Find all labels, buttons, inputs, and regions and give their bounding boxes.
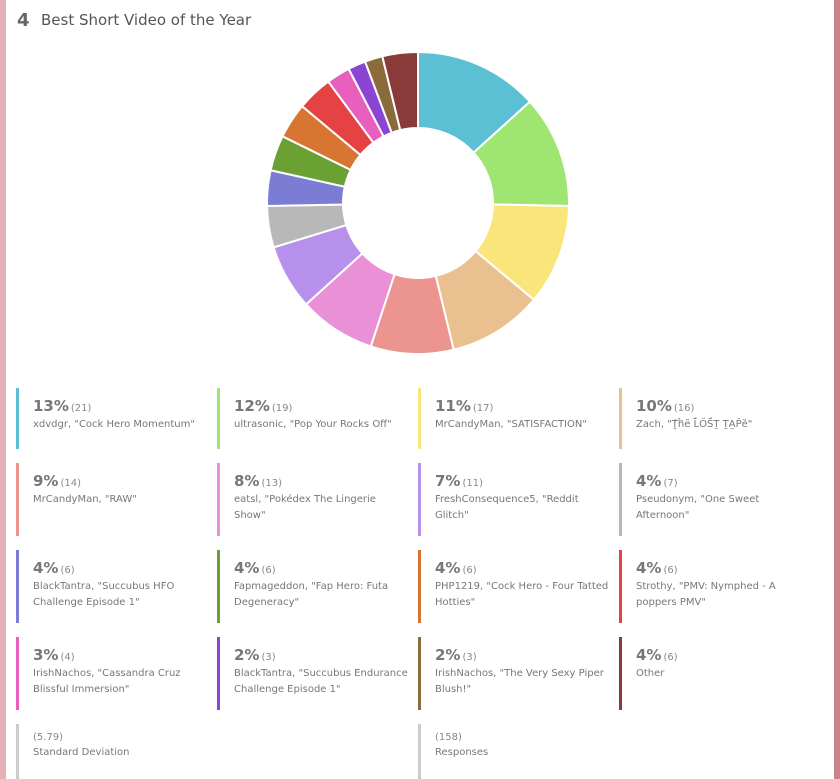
question-title: Best Short Video of the Year bbox=[41, 11, 252, 29]
count: (7) bbox=[663, 478, 678, 489]
percent: 4% bbox=[234, 559, 260, 577]
count: (3) bbox=[462, 652, 477, 663]
legend-values: 2% (3) bbox=[234, 645, 408, 664]
count: (6) bbox=[462, 565, 477, 576]
legend-label: xdvdgr, "Cock Hero Momentum" bbox=[33, 419, 195, 430]
count: (6) bbox=[663, 652, 678, 663]
stat-label: Standard Deviation bbox=[33, 747, 130, 758]
legend-values: 2% (3) bbox=[435, 645, 609, 664]
legend-item: 3% (4) IrishNachos, "Cassandra Cruz Blissf… bbox=[16, 637, 217, 710]
stat-item: (158) Responses bbox=[418, 724, 619, 779]
count: (14) bbox=[60, 478, 81, 489]
percent: 3% bbox=[33, 646, 59, 664]
legend-item: 10% (16) Zach, "Ṱ̂ĥ̂ȇ L̈́ŐS̈́Ṯ T̰A̰P̂ȅ" bbox=[619, 388, 820, 449]
percent: 13% bbox=[33, 397, 69, 415]
legend-values: 8% (13) bbox=[234, 471, 408, 490]
legend-label: Strothy, "PMV: Nymphed - A poppers PMV" bbox=[636, 581, 776, 608]
percent: 4% bbox=[435, 559, 461, 577]
count: (13) bbox=[261, 478, 282, 489]
legend-item: 12% (19) ultrasonic, "Pop Your Rocks Off" bbox=[217, 388, 418, 449]
count: (21) bbox=[70, 403, 92, 414]
percent: 4% bbox=[636, 472, 662, 490]
legend-item: 2% (3) BlackTantra, "Succubus Endurance Ch… bbox=[217, 637, 418, 710]
percent: 8% bbox=[234, 472, 260, 490]
legend-values: 4% (6) bbox=[33, 558, 207, 577]
percent: 4% bbox=[33, 559, 59, 577]
legend-item: 2% (3) IrishNachos, "The Very Sexy Piper B… bbox=[418, 637, 619, 710]
legend-label: BlackTantra, "Succubus Endurance Challen… bbox=[234, 668, 408, 695]
count: (11) bbox=[462, 478, 483, 489]
legend-item: 4% (7) Pseudonym, "One Sweet Afternoon" bbox=[619, 463, 820, 536]
legend-label: Fapmageddon, "Fap Hero: Futa Degeneracy" bbox=[234, 581, 389, 608]
legend-values: 4% (6) bbox=[435, 558, 609, 577]
question-number: 4 bbox=[17, 10, 30, 31]
legend-label: IrishNachos, "The Very Sexy Piper Blush!… bbox=[435, 668, 604, 695]
legend-label: MrCandyMan, "RAW" bbox=[33, 494, 137, 505]
legend-values: 4% (7) bbox=[636, 471, 810, 490]
stat-item: (5.79) Standard Deviation bbox=[16, 724, 217, 779]
legend-label: FreshConsequence5, "Reddit Glitch" bbox=[435, 494, 579, 521]
legend-values: 9% (14) bbox=[33, 471, 207, 490]
legend-label: IrishNachos, "Cassandra Cruz Blissful Im… bbox=[33, 668, 181, 695]
legend-item: 4% (6) BlackTantra, "Succubus HFO Challeng… bbox=[16, 550, 217, 623]
percent: 4% bbox=[636, 559, 662, 577]
legend-label: Pseudonym, "One Sweet Afternoon" bbox=[636, 494, 760, 521]
legend-item: 11% (17) MrCandyMan, "SATISFACTION" bbox=[418, 388, 619, 449]
legend-item: 4% (6) Strothy, "PMV: Nymphed - A poppers … bbox=[619, 550, 820, 623]
donut-slice bbox=[381, 50, 419, 132]
legend-values: 4% (6) bbox=[636, 558, 810, 577]
legend-values: 4% (6) bbox=[636, 645, 810, 664]
legend-item: 9% (14) MrCandyMan, "RAW" bbox=[16, 463, 217, 536]
legend-values: 7% (11) bbox=[435, 471, 609, 490]
legend-values: 10% (16) bbox=[636, 396, 810, 415]
legend-label: MrCandyMan, "SATISFACTION" bbox=[435, 419, 587, 430]
percent: 7% bbox=[435, 472, 461, 490]
percent: 2% bbox=[435, 646, 461, 664]
count: (4) bbox=[60, 652, 75, 663]
stat-value: (158) bbox=[435, 732, 462, 743]
legend-values: 4% (6) bbox=[234, 558, 408, 577]
count: (3) bbox=[261, 652, 276, 663]
legend: 13% (21) xdvdgr, "Cock Hero Momentum" 12% (1… bbox=[16, 388, 824, 779]
donut-chart bbox=[266, 50, 570, 355]
legend-values: 12% (19) bbox=[234, 396, 408, 415]
legend-item: 4% (6) Other bbox=[619, 637, 820, 710]
legend-item: 4% (6) PHP1219, "Cock Hero - Four Tatted H… bbox=[418, 550, 619, 623]
count: (6) bbox=[663, 565, 678, 576]
legend-values: 13% (21) bbox=[33, 396, 207, 415]
legend-label: PHP1219, "Cock Hero - Four Tatted Hottie… bbox=[435, 581, 609, 608]
percent: 10% bbox=[636, 397, 672, 415]
legend-item: 13% (21) xdvdgr, "Cock Hero Momentum" bbox=[16, 388, 217, 449]
count: (16) bbox=[673, 403, 695, 414]
percent: 11% bbox=[435, 397, 471, 415]
percent: 12% bbox=[234, 397, 270, 415]
legend-label: BlackTantra, "Succubus HFO Challenge Epi… bbox=[33, 581, 175, 608]
count: (19) bbox=[271, 403, 293, 414]
count: (6) bbox=[261, 565, 276, 576]
stat-value: (5.79) bbox=[33, 732, 64, 743]
legend-label: eatsl, "Pokédex The Lingerie Show" bbox=[234, 494, 376, 521]
legend-label: ultrasonic, "Pop Your Rocks Off" bbox=[234, 419, 392, 430]
percent: 9% bbox=[33, 472, 59, 490]
count: (6) bbox=[60, 565, 75, 576]
legend-label: Zach, "Ṱ̂ĥ̂ȇ L̈́ŐS̈́Ṯ T̰A̰P̂ȅ" bbox=[636, 419, 753, 430]
legend-item: 4% (6) Fapmageddon, "Fap Hero: Futa Degene… bbox=[217, 550, 418, 623]
legend-values: 3% (4) bbox=[33, 645, 207, 664]
legend-item: 7% (11) FreshConsequence5, "Reddit Glitch" bbox=[418, 463, 619, 536]
stat-label: Responses bbox=[435, 747, 489, 758]
count: (17) bbox=[472, 403, 494, 414]
legend-label: Other bbox=[636, 668, 665, 679]
percent: 4% bbox=[636, 646, 662, 664]
legend-item: 8% (13) eatsl, "Pokédex The Lingerie Show" bbox=[217, 463, 418, 536]
legend-values: 11% (17) bbox=[435, 396, 609, 415]
percent: 2% bbox=[234, 646, 260, 664]
